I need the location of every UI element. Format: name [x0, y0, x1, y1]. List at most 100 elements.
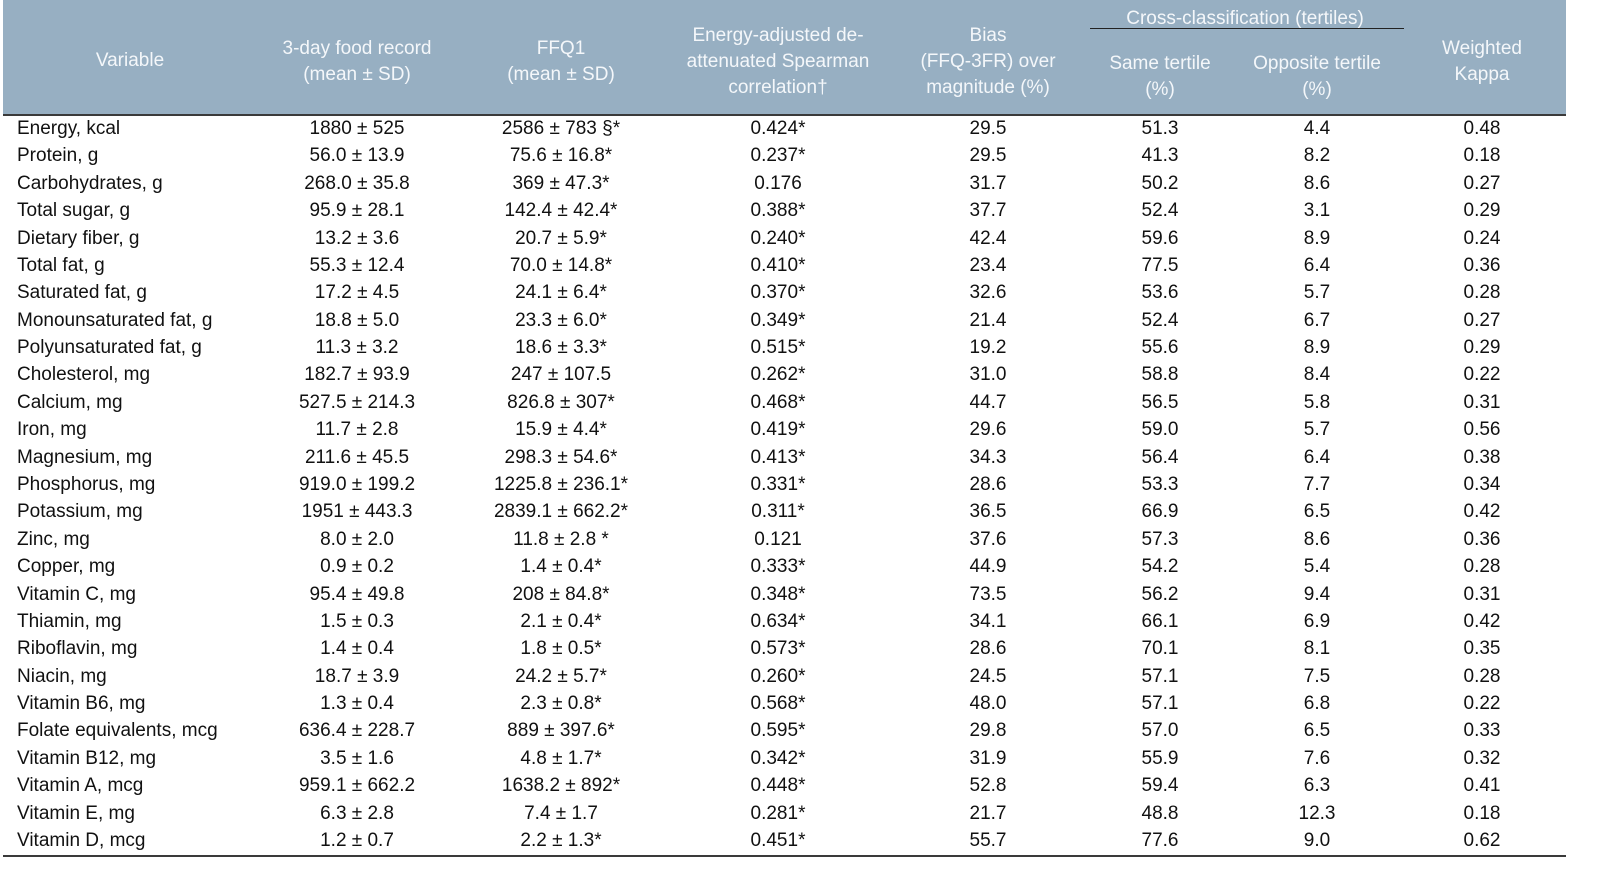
cell: 56.0 ± 13.9	[309, 145, 405, 167]
cell: 1225.8 ± 236.1*	[493, 474, 629, 495]
row-label: Iron, mg	[17, 419, 87, 441]
cell: 6.3 ± 2.8	[320, 802, 394, 824]
cell: 0.38	[1463, 446, 1501, 468]
group-header: Cross-classification (tertiles)	[1126, 8, 1364, 29]
cell: 17.2 ± 4.5	[314, 282, 400, 304]
cell: 18.6 ± 3.3*	[515, 337, 607, 359]
cell: 6.5	[1303, 720, 1331, 742]
cell: 1.5 ± 0.3	[320, 610, 394, 632]
row-label: Vitamin C, mg	[17, 583, 136, 605]
cell: 5.4	[1303, 556, 1331, 578]
row-label: Phosphorus, mg	[17, 474, 156, 495]
cell: 1638.2 ± 892*	[501, 775, 621, 797]
cell: 3.1	[1303, 200, 1331, 222]
cell: 0.28	[1463, 556, 1501, 578]
cell: 0.176	[754, 172, 802, 194]
cell: 0.33	[1463, 720, 1501, 742]
cell: 55.3 ± 12.4	[309, 254, 405, 276]
cell: 1.8 ± 0.5*	[520, 638, 602, 660]
cell: 0.515*	[750, 337, 806, 359]
cell: 0.451*	[750, 830, 806, 851]
cell: 56.5	[1141, 391, 1179, 413]
cell: 0.18	[1463, 802, 1501, 824]
cell: 0.42	[1463, 501, 1501, 523]
cell: 1.4 ± 0.4	[320, 638, 394, 660]
cell: 6.4	[1303, 254, 1331, 276]
cell: 0.388*	[750, 200, 806, 222]
cell: 57.1	[1141, 693, 1179, 715]
column-header: correlation†	[728, 77, 828, 98]
cell: 8.2	[1303, 145, 1331, 167]
row-label: Carbohydrates, g	[17, 172, 163, 194]
cell: 0.634*	[750, 610, 806, 632]
cell: 32.6	[969, 282, 1007, 304]
cell: 0.27	[1463, 172, 1501, 194]
row-label: Copper, mg	[17, 556, 116, 578]
cell: 0.348*	[750, 583, 806, 605]
cell: 29.5	[969, 145, 1007, 167]
cell: 55.6	[1141, 337, 1179, 359]
cell: 7.5	[1303, 665, 1331, 687]
bottom-rule	[3, 855, 1566, 857]
column-header: Weighted	[1442, 38, 1522, 59]
cell: 53.6	[1141, 282, 1179, 304]
cell: 1951 ± 443.3	[301, 501, 413, 523]
cell: 0.56	[1463, 419, 1501, 441]
cell: 0.237*	[750, 145, 806, 167]
row-label: Vitamin E, mg	[17, 802, 135, 824]
cell: 0.121	[754, 528, 802, 550]
cell: 28.6	[969, 638, 1007, 660]
cell: 24.5	[969, 665, 1007, 687]
row-label: Total sugar, g	[17, 200, 131, 222]
cell: 959.1 ± 662.2	[298, 775, 416, 797]
cell: 36.5	[969, 501, 1007, 523]
cell: 77.6	[1141, 830, 1179, 851]
cell: 0.42	[1463, 610, 1501, 632]
column-header: (mean ± SD)	[303, 64, 411, 85]
cell: 55.9	[1141, 747, 1179, 769]
cell: 7.6	[1303, 747, 1331, 769]
cell: 53.3	[1141, 474, 1179, 495]
cell: 527.5 ± 214.3	[298, 391, 416, 413]
cell: 0.18	[1463, 145, 1501, 167]
cell: 0.573*	[750, 638, 806, 660]
cell: 0.281*	[750, 802, 806, 824]
cell: 31.0	[969, 364, 1007, 386]
cell: 21.7	[969, 802, 1007, 824]
cell: 208 ± 84.8*	[512, 583, 610, 605]
cell: 11.3 ± 3.2	[315, 337, 399, 359]
cell: 0.311*	[751, 501, 805, 523]
cell: 23.4	[969, 254, 1007, 276]
cell: 52.4	[1141, 309, 1179, 331]
cell: 23.3 ± 6.0*	[515, 309, 607, 331]
cell: 59.4	[1141, 775, 1179, 797]
cell: 8.1	[1303, 638, 1331, 660]
cell: 66.1	[1141, 610, 1179, 632]
cell: 29.5	[969, 118, 1007, 139]
cell: 2.2 ± 1.3*	[520, 830, 602, 851]
cell: 51.3	[1141, 118, 1179, 139]
row-label: Monounsaturated fat, g	[17, 309, 213, 331]
cell: 0.22	[1463, 364, 1501, 386]
cell: 34.1	[969, 610, 1007, 632]
column-header: (%)	[1145, 79, 1175, 100]
cell: 9.0	[1303, 830, 1331, 851]
cell: 48.0	[969, 693, 1007, 715]
cell: 2.3 ± 0.8*	[520, 693, 602, 715]
cell: 0.22	[1463, 693, 1501, 715]
cell: 77.5	[1141, 254, 1179, 276]
column-header: FFQ1	[536, 38, 586, 59]
column-header: (mean ± SD)	[507, 64, 615, 85]
cell: 8.6	[1303, 172, 1331, 194]
cell: 12.3	[1298, 802, 1336, 824]
cell: 70.0 ± 14.8*	[509, 254, 613, 276]
cell: 48.8	[1141, 802, 1179, 824]
cell: 21.4	[969, 309, 1007, 331]
cell: 636.4 ± 228.7	[298, 720, 416, 742]
cell: 8.6	[1303, 528, 1331, 550]
cell: 0.424*	[750, 118, 806, 139]
cell: 0.32	[1463, 747, 1501, 769]
cell: 50.2	[1141, 172, 1179, 194]
cell: 0.468*	[750, 391, 806, 413]
cell: 268.0 ± 35.8	[304, 172, 410, 194]
